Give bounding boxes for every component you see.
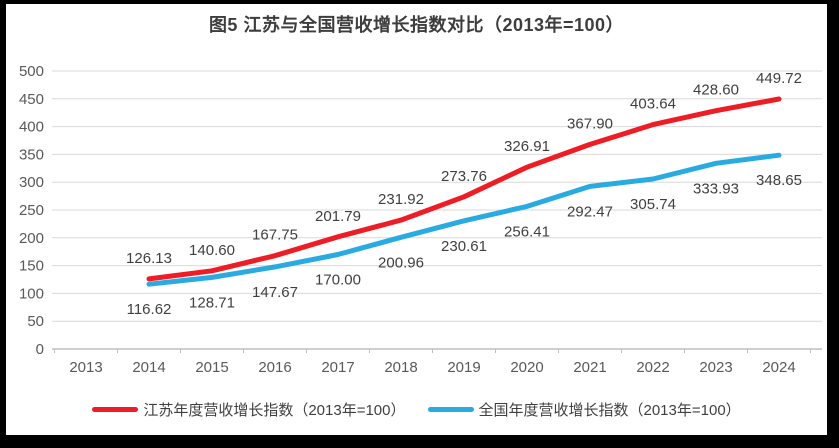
x-tick-label: 2016 xyxy=(258,359,291,376)
screenshot-frame-top xyxy=(0,0,839,4)
screenshot-frame-left xyxy=(0,0,6,448)
data-label-series-0: 140.60 xyxy=(189,242,235,259)
data-label-series-1: 128.71 xyxy=(189,294,235,311)
x-tick-label: 2021 xyxy=(573,359,606,376)
data-label-series-1: 230.61 xyxy=(441,238,487,255)
data-label-series-0: 273.76 xyxy=(441,168,487,185)
data-label-series-0: 231.92 xyxy=(378,191,424,208)
x-tick-label: 2014 xyxy=(132,359,165,376)
x-tick-label: 2022 xyxy=(636,359,669,376)
x-tick-label: 2019 xyxy=(447,359,480,376)
x-tick-label: 2013 xyxy=(69,359,102,376)
data-label-series-0: 167.75 xyxy=(252,227,298,244)
data-label-series-1: 200.96 xyxy=(378,254,424,271)
legend: 江苏年度营收增长指数（2013年=100） 全国年度营收增长指数（2013年=1… xyxy=(0,395,833,423)
x-tick-label: 2017 xyxy=(321,359,354,376)
data-label-series-0: 428.60 xyxy=(693,82,739,99)
jiangsu-line-swatch xyxy=(92,406,139,412)
legend-label-jiangsu: 江苏年度营收增长指数（2013年=100） xyxy=(143,401,406,419)
data-label-series-1: 305.74 xyxy=(630,196,676,213)
y-tick-label: 400 xyxy=(19,119,44,136)
x-tick-label: 2024 xyxy=(762,359,795,376)
y-tick-label: 150 xyxy=(19,258,44,275)
data-label-series-0: 201.79 xyxy=(315,208,361,225)
chart-title: 图5 江苏与全国营收增长指数对比（2013年=100） xyxy=(208,15,625,35)
y-tick-label: 50 xyxy=(27,313,44,330)
y-tick-label: 0 xyxy=(36,341,44,358)
y-tick-label: 350 xyxy=(19,146,44,163)
data-label-series-0: 449.72 xyxy=(756,70,802,87)
data-label-series-1: 348.65 xyxy=(756,172,802,189)
national-line-swatch xyxy=(427,406,474,412)
data-label-series-1: 292.47 xyxy=(567,203,613,220)
series-line-0 xyxy=(146,96,782,282)
legend-item-jiangsu: 江苏年度营收增长指数（2013年=100） xyxy=(92,399,406,420)
screenshot-frame-bottom xyxy=(0,435,839,448)
series-line-1 xyxy=(146,152,782,287)
y-tick-label: 300 xyxy=(19,174,44,191)
x-tick-label: 2015 xyxy=(195,359,228,376)
data-label-series-1: 256.41 xyxy=(504,223,550,240)
data-label-series-1: 147.67 xyxy=(252,284,298,301)
data-label-series-0: 403.64 xyxy=(630,96,676,113)
y-tick-label: 450 xyxy=(19,91,44,108)
data-label-series-0: 326.91 xyxy=(504,138,550,155)
data-label-series-0: 126.13 xyxy=(126,250,172,267)
y-tick-label: 100 xyxy=(19,285,44,302)
data-label-series-1: 333.93 xyxy=(693,180,739,197)
legend-label-national: 全国年度营收增长指数（2013年=100） xyxy=(478,401,741,419)
screenshot-frame-right xyxy=(827,0,839,448)
legend-item-national: 全国年度营收增长指数（2013年=100） xyxy=(427,399,741,420)
x-tick-label: 2023 xyxy=(699,359,732,376)
x-tick-label: 2020 xyxy=(510,359,543,376)
y-tick-label: 200 xyxy=(19,230,44,247)
data-label-series-1: 170.00 xyxy=(315,271,361,288)
data-label-series-1: 116.62 xyxy=(127,301,172,318)
y-tick-label: 500 xyxy=(19,63,44,80)
x-tick-label: 2018 xyxy=(384,359,417,376)
y-tick-label: 250 xyxy=(19,202,44,219)
data-label-series-0: 367.90 xyxy=(567,115,613,132)
